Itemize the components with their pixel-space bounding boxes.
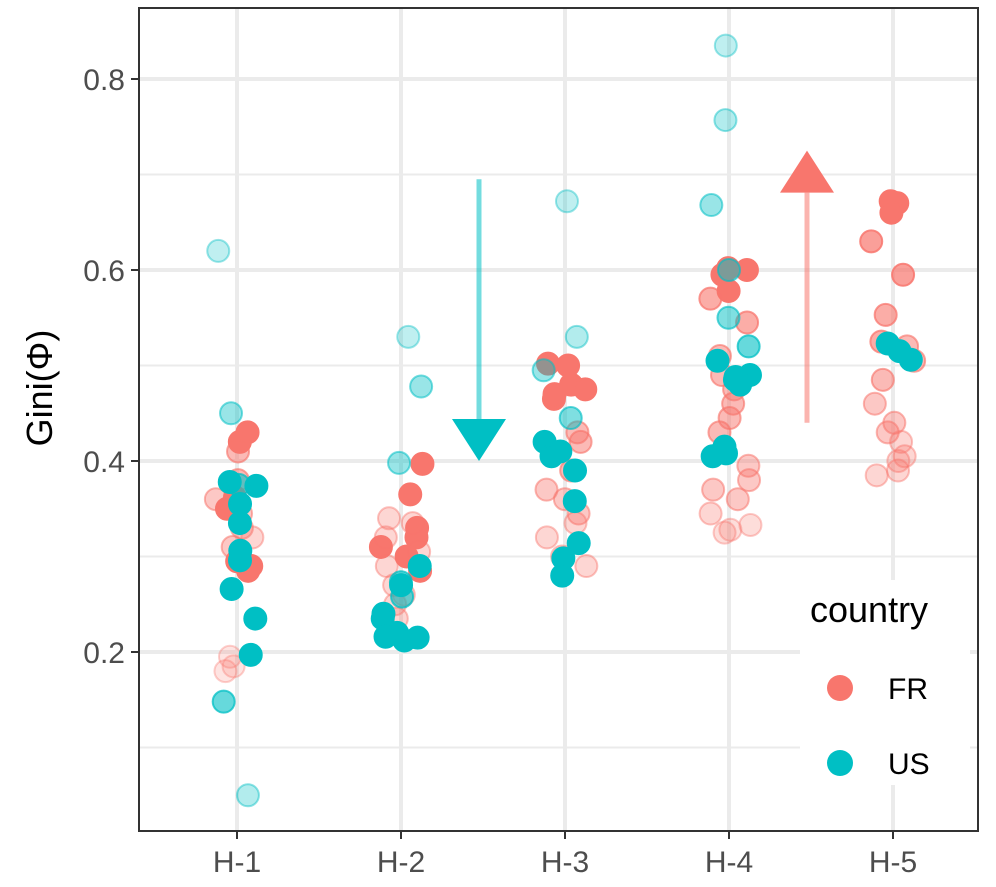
- us-point: [531, 358, 556, 383]
- us-point: [407, 554, 432, 579]
- legend: country FR US: [800, 580, 970, 785]
- us-point: [898, 347, 923, 372]
- us-point: [713, 33, 738, 58]
- us-point: [554, 189, 579, 214]
- us-point: [562, 489, 587, 514]
- us-point: [539, 444, 564, 469]
- fr-point: [410, 451, 435, 476]
- fr-point: [718, 517, 743, 542]
- data-points: [203, 33, 927, 808]
- x-tick-label: H-1: [213, 846, 261, 879]
- fr-point: [221, 654, 246, 679]
- us-point: [563, 458, 588, 483]
- fr-point: [573, 377, 598, 402]
- us-point: [705, 348, 730, 373]
- fr-point: [701, 477, 726, 502]
- legend-title: country: [810, 589, 928, 630]
- x-tick-label: H-5: [869, 846, 917, 879]
- us-point: [717, 258, 742, 282]
- x-tick-label: H-3: [541, 846, 589, 879]
- fr-point: [542, 382, 567, 407]
- fr-point: [889, 429, 914, 454]
- us-point: [387, 450, 412, 475]
- us-point: [238, 642, 263, 667]
- us-point: [550, 563, 575, 588]
- us-point: [227, 511, 252, 536]
- fr-point: [400, 511, 425, 536]
- fr-point: [873, 302, 898, 327]
- us-point: [219, 576, 244, 601]
- fr-point: [368, 534, 393, 559]
- us-point: [713, 108, 738, 133]
- fr-point: [891, 262, 916, 287]
- us-point: [243, 606, 268, 631]
- y-tick-label: 0.4: [83, 446, 125, 479]
- fr-point: [879, 200, 904, 225]
- fr-point: [859, 229, 884, 254]
- fr-point: [226, 439, 251, 464]
- fr-point: [574, 554, 599, 579]
- us-point: [699, 193, 724, 218]
- down-arrow-head: [452, 419, 506, 461]
- plot-border: [138, 7, 979, 832]
- fr-point: [404, 525, 429, 550]
- fr-point: [892, 444, 917, 469]
- us-point: [219, 401, 244, 426]
- fr-point: [373, 525, 398, 550]
- x-tick-label: H-4: [705, 846, 753, 879]
- us-point: [558, 406, 583, 431]
- y-axis-title: Gini(Φ): [19, 330, 60, 447]
- us-point: [716, 305, 741, 330]
- us-point: [396, 324, 421, 349]
- legend-label-us: US: [888, 748, 930, 781]
- legend-key-fr: [827, 675, 853, 701]
- fr-point: [698, 501, 723, 526]
- y-tick-label: 0.2: [83, 637, 125, 670]
- fr-point: [870, 367, 895, 392]
- fr-point: [213, 659, 238, 684]
- us-point: [700, 444, 725, 469]
- us-point: [736, 334, 761, 359]
- up-arrow-head: [780, 150, 834, 193]
- us-point: [564, 324, 589, 349]
- fr-point: [875, 420, 900, 445]
- fr-point: [377, 506, 402, 531]
- us-point: [235, 783, 260, 808]
- fr-point: [864, 463, 889, 488]
- fr-point: [725, 487, 750, 512]
- fr-point: [563, 511, 588, 536]
- x-axis: H-1 H-2 H-3 H-4 H-5: [213, 831, 917, 879]
- us-point: [373, 624, 398, 649]
- us-point: [206, 238, 231, 263]
- fr-point: [738, 512, 763, 537]
- fr-point: [374, 554, 399, 579]
- fr-point: [536, 351, 561, 376]
- fr-point: [886, 449, 911, 473]
- fr-point: [398, 482, 423, 507]
- x-tick-label: H-2: [377, 846, 425, 879]
- fr-point: [886, 458, 911, 483]
- us-point: [228, 548, 253, 573]
- fr-point: [737, 468, 762, 493]
- legend-key-us: [827, 750, 853, 776]
- y-tick-label: 0.6: [83, 255, 125, 288]
- us-point: [211, 689, 236, 714]
- fr-point: [712, 520, 737, 545]
- us-point: [388, 570, 413, 595]
- fr-point: [534, 525, 559, 550]
- fr-point: [698, 286, 723, 311]
- us-point: [566, 531, 591, 556]
- fr-point: [534, 477, 559, 502]
- y-tick-label: 0.8: [83, 64, 125, 97]
- y-axis: 0.2 0.4 0.6 0.8: [83, 64, 139, 670]
- trend-arrows: [452, 150, 834, 461]
- legend-label-fr: FR: [888, 673, 928, 706]
- fr-point: [862, 391, 887, 416]
- us-point: [722, 367, 747, 392]
- us-point: [409, 374, 434, 399]
- fr-point: [568, 429, 593, 454]
- fr-point: [203, 487, 228, 512]
